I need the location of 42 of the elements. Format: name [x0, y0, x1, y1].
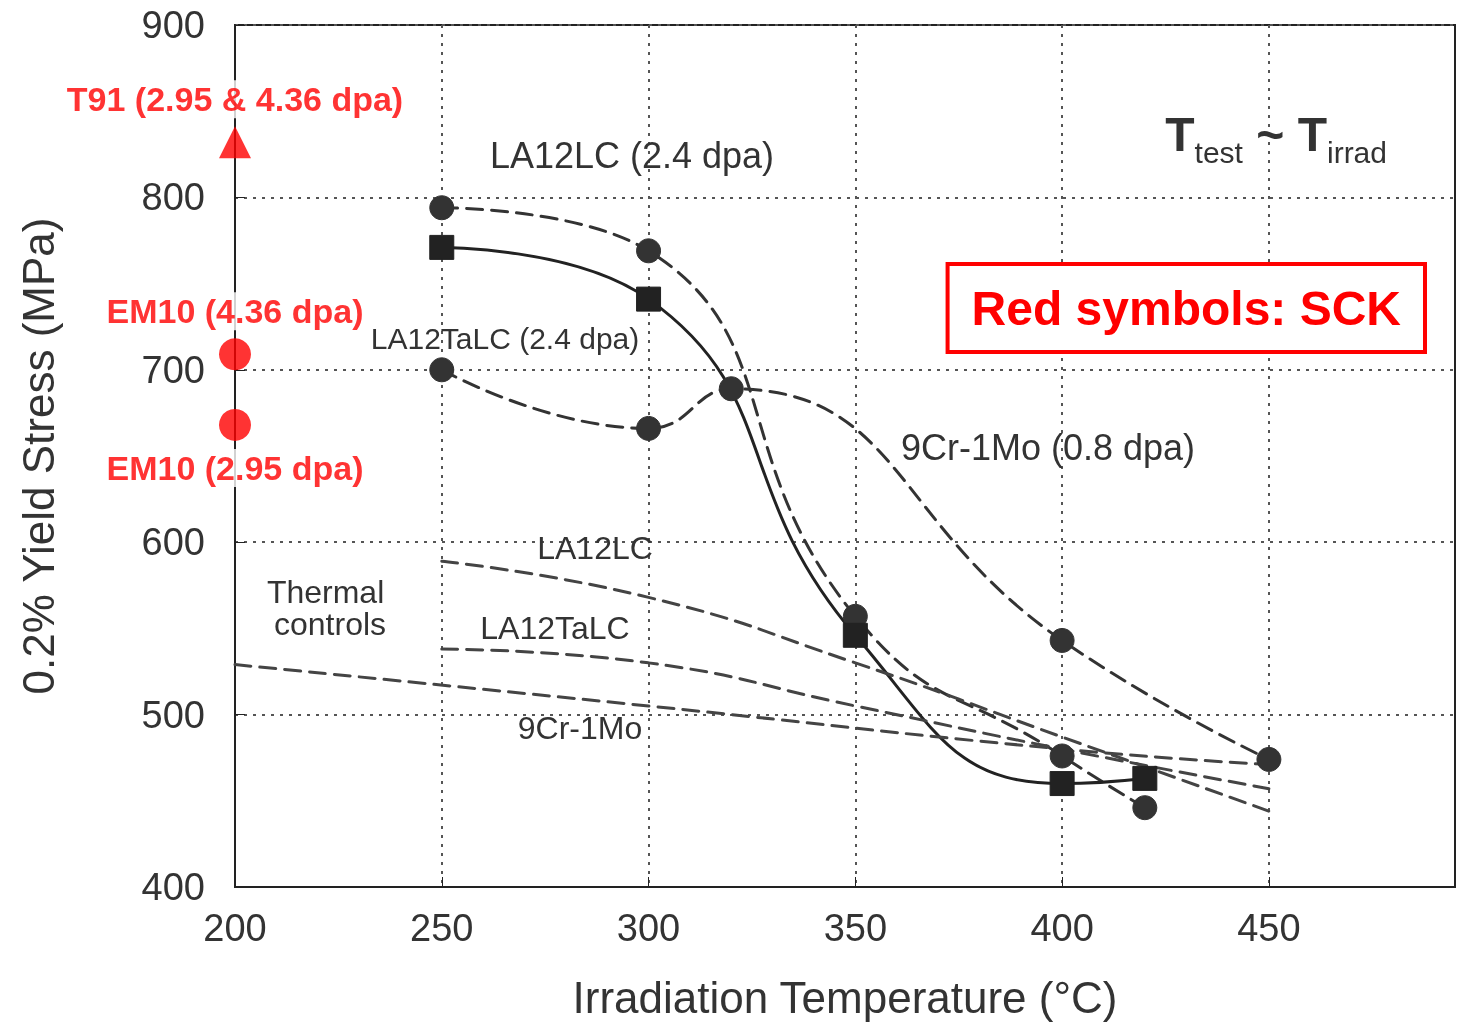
point	[636, 238, 662, 264]
point	[429, 357, 455, 383]
series-label: EM10 (2.95 dpa)	[106, 448, 364, 487]
point	[718, 376, 744, 402]
point	[636, 286, 662, 312]
point	[219, 338, 251, 371]
x-axis-title: Irradiation Temperature (°C)	[572, 972, 1118, 1022]
point	[636, 415, 662, 441]
point	[219, 408, 251, 441]
annotation: LA12LC (2.4 dpa)	[489, 134, 775, 176]
annotation: LA12TaLC (2.4 dpa)	[370, 321, 640, 355]
annotation: Red symbols: SCK	[971, 281, 1402, 335]
x-tick-label: 400	[1030, 907, 1094, 949]
point	[219, 126, 251, 159]
annotation: LA12TaLC	[480, 610, 630, 646]
y-tick-label: 800	[141, 176, 205, 219]
y-tick-label: 900	[141, 4, 205, 46]
point	[1049, 743, 1075, 769]
point	[429, 234, 455, 260]
annotation: 9Cr-1Mo	[517, 710, 643, 746]
series-label: EM10 (4.36 dpa)	[106, 292, 364, 331]
x-tick-label: 300	[616, 907, 681, 949]
y-tick-label: 600	[141, 521, 205, 564]
x-tick-label: 350	[823, 907, 888, 949]
point	[842, 622, 868, 648]
y-tick-label: 700	[141, 348, 205, 391]
point	[1049, 771, 1075, 797]
annotation: Thermal controls	[266, 574, 394, 642]
x-tick-label: 250	[410, 907, 474, 949]
y-tick-label: 400	[141, 866, 205, 908]
point	[1132, 765, 1158, 791]
x-tick-label: 450	[1237, 907, 1301, 949]
point	[429, 195, 455, 221]
x-tick-label: 200	[203, 907, 267, 949]
annotation: LA12LC	[537, 530, 653, 566]
y-axis-title: 0.2% Yield Stress (MPa)	[13, 217, 63, 695]
point	[1256, 746, 1282, 772]
annotation: 9Cr-1Mo (0.8 dpa)	[900, 426, 1196, 468]
point	[1132, 795, 1158, 821]
series-label: T91 (2.95 & 4.36 dpa)	[66, 80, 404, 119]
point	[1049, 627, 1075, 653]
y-tick-label: 500	[141, 693, 205, 736]
